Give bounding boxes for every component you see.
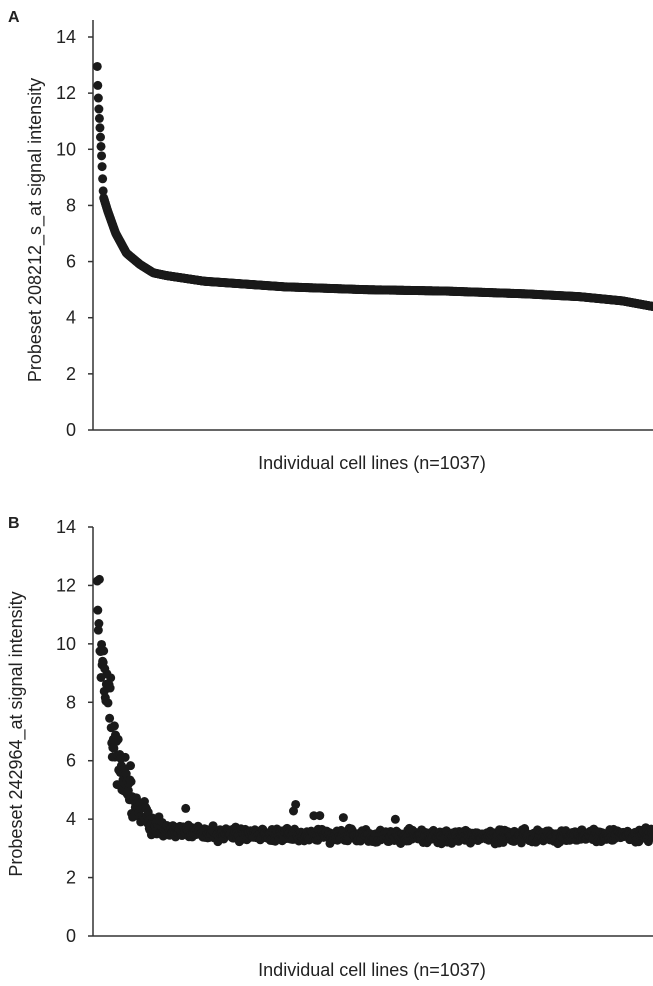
data-point <box>97 162 107 172</box>
data-point <box>98 186 108 196</box>
y-tick-label: 10 <box>56 139 76 159</box>
data-point <box>95 123 105 133</box>
y-tick-label: 8 <box>66 692 76 712</box>
y-tick-label: 6 <box>66 751 76 771</box>
panel-b-x-axis-title: Individual cell lines (n=1037) <box>258 960 486 980</box>
data-point <box>92 61 102 71</box>
data-point <box>126 761 136 771</box>
data-point <box>315 811 325 821</box>
y-tick-label: 8 <box>66 195 76 215</box>
panel-a-y-ticks: 0 2 4 6 8 10 12 14 <box>56 27 93 440</box>
y-tick-label: 14 <box>56 27 76 47</box>
y-tick-label: 2 <box>66 364 76 384</box>
data-point <box>105 713 115 723</box>
y-tick-label: 4 <box>66 308 76 328</box>
data-point <box>105 683 115 693</box>
y-tick-label: 2 <box>66 868 76 888</box>
data-point <box>181 803 191 813</box>
data-point <box>94 113 104 123</box>
panel-a: A Probeset 208212_s_at signal intensity … <box>8 9 653 473</box>
data-point <box>99 646 109 656</box>
data-point <box>338 813 348 823</box>
data-point <box>648 832 653 842</box>
data-point <box>97 151 107 161</box>
data-point <box>103 698 113 708</box>
data-point <box>96 141 106 151</box>
data-point <box>113 734 123 744</box>
panel-a-x-axis-title: Individual cell lines (n=1037) <box>258 453 486 473</box>
data-point <box>94 619 104 629</box>
data-point <box>95 132 105 142</box>
data-point <box>93 80 103 90</box>
data-point <box>291 799 301 809</box>
y-tick-label: 10 <box>56 634 76 654</box>
panel-a-points <box>92 61 653 311</box>
panel-b-points <box>92 574 653 849</box>
panel-a-y-axis-title: Probeset 208212_s_at signal intensity <box>25 78 46 382</box>
data-point <box>94 104 104 114</box>
panel-a-letter: A <box>8 9 20 26</box>
data-point <box>109 721 119 731</box>
y-tick-label: 14 <box>56 517 76 537</box>
panel-b-y-ticks: 0 2 4 6 8 10 12 14 <box>56 517 93 946</box>
data-point <box>390 814 400 824</box>
panel-b: B Probeset 242964_at signal intensity In… <box>6 515 653 980</box>
y-tick-label: 12 <box>56 575 76 595</box>
data-point <box>106 673 116 683</box>
y-tick-label: 6 <box>66 252 76 272</box>
data-point <box>93 93 103 103</box>
y-tick-label: 4 <box>66 809 76 829</box>
data-point <box>109 743 119 753</box>
y-tick-label: 0 <box>66 420 76 440</box>
y-tick-label: 12 <box>56 83 76 103</box>
panel-b-y-axis-title: Probeset 242964_at signal intensity <box>6 591 27 876</box>
panel-b-letter: B <box>8 515 20 532</box>
data-point <box>94 574 104 584</box>
data-point <box>126 777 136 787</box>
y-tick-label: 0 <box>66 926 76 946</box>
data-point <box>648 301 653 311</box>
data-point <box>98 174 108 184</box>
data-point <box>93 625 103 635</box>
data-point <box>120 752 130 762</box>
data-point <box>93 605 103 615</box>
